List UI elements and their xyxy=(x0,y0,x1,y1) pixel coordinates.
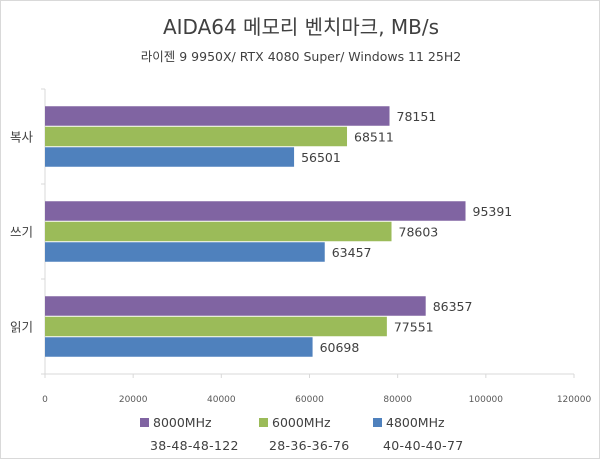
legend-label-6000: 6000MHz xyxy=(272,415,331,430)
bar xyxy=(45,126,348,147)
bar xyxy=(45,337,313,357)
chart-title: AIDA64 메모리 벤치마크, MB/s xyxy=(162,15,440,39)
bar xyxy=(45,147,295,167)
bar xyxy=(45,201,466,221)
legend-label-8000: 8000MHz xyxy=(153,415,212,430)
x-tick-label: 20000 xyxy=(119,395,148,405)
legend-swatch-6000 xyxy=(259,418,268,427)
bar xyxy=(45,106,390,126)
data-label: 86357 xyxy=(433,299,473,314)
timing-6000: 28-36-36-76 xyxy=(269,438,350,453)
bar xyxy=(45,242,325,262)
legend-item-6000: 6000MHz xyxy=(259,415,331,430)
bar xyxy=(45,316,387,337)
data-label: 77551 xyxy=(394,320,434,335)
data-label: 60698 xyxy=(320,340,360,355)
legend-label-4800: 4800MHz xyxy=(386,415,445,430)
legend-swatch-4800 xyxy=(373,418,382,427)
legend-swatch-8000 xyxy=(140,418,149,427)
data-label: 78151 xyxy=(397,109,437,124)
x-tick-label: 60000 xyxy=(295,395,324,405)
data-label: 78603 xyxy=(399,225,439,240)
data-label: 63457 xyxy=(332,245,372,260)
x-tick-label: 0 xyxy=(42,395,48,405)
x-tick-label: 40000 xyxy=(207,395,236,405)
y-category-label: 복사 xyxy=(10,130,34,145)
bar xyxy=(45,221,392,242)
x-tick-label: 80000 xyxy=(383,395,412,405)
legend-item-8000: 8000MHz xyxy=(140,415,212,430)
data-label: 56501 xyxy=(301,150,341,165)
chart-subtitle: 라이젠 9 9950X/ RTX 4080 Super/ Windows 11 … xyxy=(140,49,462,64)
y-category-label: 읽기 xyxy=(10,320,33,335)
data-label: 95391 xyxy=(473,204,513,219)
x-tick-label: 100000 xyxy=(469,395,504,405)
timing-8000: 38-48-48-122 xyxy=(150,438,239,453)
timing-4800: 40-40-40-77 xyxy=(383,438,464,453)
bar xyxy=(45,296,426,316)
x-tick-label: 120000 xyxy=(557,395,592,405)
legend-item-4800: 4800MHz xyxy=(373,415,445,430)
y-category-label: 쓰기 xyxy=(10,225,33,240)
data-label: 68511 xyxy=(354,130,394,145)
